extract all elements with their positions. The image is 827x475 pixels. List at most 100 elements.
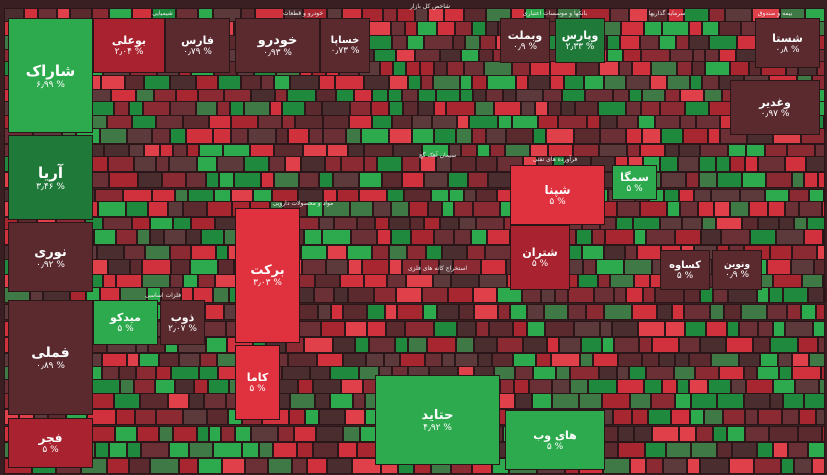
small-tile <box>292 458 307 474</box>
small-tile <box>801 304 816 320</box>
small-tile <box>818 172 825 188</box>
small-tile <box>757 442 773 458</box>
small-tile <box>808 442 825 458</box>
small-tile <box>206 172 219 188</box>
small-tile <box>487 229 510 245</box>
change: ۰٫۸ % <box>775 44 800 55</box>
small-tile <box>391 201 409 217</box>
small-tile <box>753 337 770 353</box>
small-tile <box>758 321 773 337</box>
small-tile <box>261 172 274 188</box>
small-tile <box>754 458 781 474</box>
ticker: سمگا <box>620 171 649 184</box>
small-tile <box>745 426 769 442</box>
small-tile <box>190 259 218 275</box>
small-tile <box>699 172 717 188</box>
small-tile <box>352 458 381 474</box>
small-tile <box>325 156 341 172</box>
small-tile <box>186 128 213 144</box>
small-tile <box>338 442 357 458</box>
stock-tile: های وب ۵ % <box>505 410 605 470</box>
sector-header: مواد و محصولات دارویی <box>272 200 334 207</box>
change: ۰٫۹ % <box>512 42 538 52</box>
stock-tile: بوعلی ۲٫۰۴ % <box>93 18 165 73</box>
small-tile <box>434 128 456 144</box>
small-tile <box>476 321 489 337</box>
small-tile <box>823 229 825 245</box>
small-tile <box>489 321 513 337</box>
small-tile <box>710 304 724 320</box>
small-tile <box>769 287 783 303</box>
change: ۵ % <box>531 259 549 269</box>
ticker: نوری <box>34 244 67 260</box>
small-tile <box>343 304 367 320</box>
small-tile <box>285 156 301 172</box>
stock-tile: حتاید ۴٫۹۲ % <box>375 375 500 465</box>
small-tile <box>739 321 758 337</box>
small-tile <box>273 442 297 458</box>
small-tile <box>395 337 408 353</box>
small-tile <box>667 201 680 217</box>
ticker: شتران <box>522 246 558 259</box>
small-tile <box>162 172 186 188</box>
small-tile <box>278 426 294 442</box>
small-tile <box>612 321 638 337</box>
change: ۰٫۷۳ % <box>330 46 360 56</box>
small-tile <box>150 458 179 474</box>
small-tile <box>634 426 652 442</box>
small-tile <box>213 287 229 303</box>
small-tile <box>785 201 799 217</box>
small-tile <box>799 409 816 425</box>
small-tile <box>523 337 547 353</box>
ticker: آریا <box>37 163 64 182</box>
small-tile <box>626 287 643 303</box>
sector-header: فرآورده های نفتی <box>532 156 578 163</box>
small-tile <box>189 442 213 458</box>
small-tile <box>333 337 355 353</box>
small-tile <box>197 156 217 172</box>
change: ۵ % <box>42 445 59 455</box>
small-tile <box>351 229 377 245</box>
small-tile <box>451 156 476 172</box>
ticker: شستا <box>772 31 803 45</box>
small-tile <box>532 393 552 409</box>
small-tile <box>691 393 717 409</box>
small-tile <box>614 337 639 353</box>
small-tile <box>326 259 348 275</box>
small-tile <box>108 156 134 172</box>
change: ۰٫۹ % <box>724 270 750 280</box>
small-tile <box>744 393 770 409</box>
stock-tile: سمگا ۵ % <box>612 165 657 200</box>
small-tile <box>217 156 244 172</box>
small-tile <box>90 426 115 442</box>
small-tile <box>691 442 717 458</box>
small-tile <box>792 172 804 188</box>
small-tile <box>794 458 812 474</box>
small-tile <box>304 337 333 353</box>
small-tile <box>583 259 596 275</box>
small-tile <box>486 128 506 144</box>
sector-header: بانکها و موسسات اعتباری <box>522 10 588 17</box>
small-tile <box>206 337 227 353</box>
small-tile <box>142 259 171 275</box>
small-tile <box>652 426 679 442</box>
small-tile <box>204 393 226 409</box>
stock-tile: خساپا ۰٫۷۳ % <box>320 18 370 73</box>
change: ۰٫۹۳ % <box>263 48 292 58</box>
stock-tile: خودرو ۰٫۹۳ % <box>235 18 320 73</box>
small-tile <box>640 201 667 217</box>
ticker: شپنا <box>544 183 571 197</box>
small-tile <box>708 128 720 144</box>
ticker: وپارس <box>561 29 599 42</box>
small-tile <box>646 458 663 474</box>
small-tile <box>299 172 319 188</box>
small-tile <box>95 442 109 458</box>
small-tile <box>679 337 700 353</box>
small-tile <box>787 304 801 320</box>
small-tile <box>700 337 726 353</box>
stock-tile: ونوین ۰٫۹ % <box>712 250 762 290</box>
small-tile <box>313 442 338 458</box>
small-tile <box>592 229 605 245</box>
change: ۲٫۰۷ % <box>168 324 197 334</box>
